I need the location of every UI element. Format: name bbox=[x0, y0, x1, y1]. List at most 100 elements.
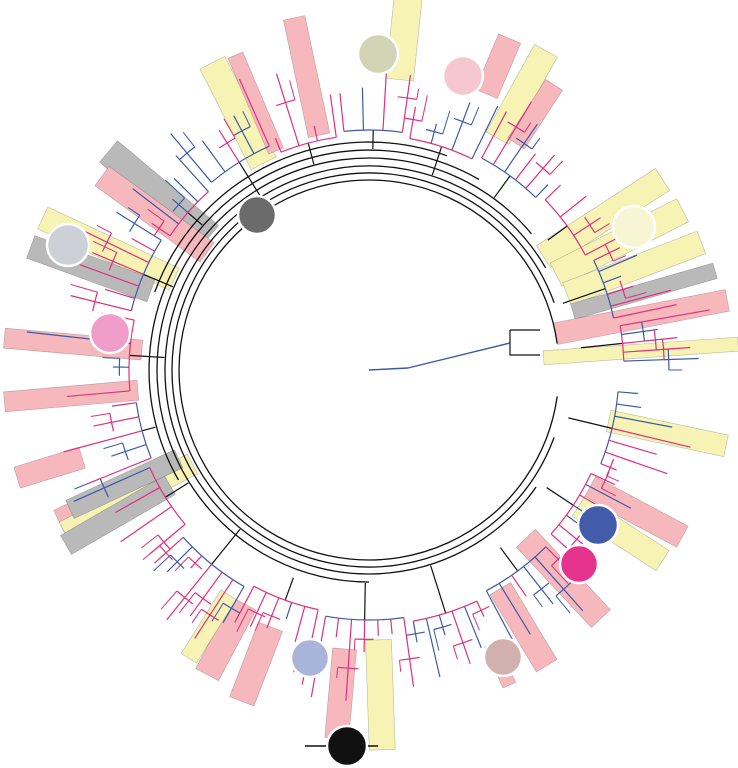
clade-arc bbox=[481, 157, 537, 198]
sub-tip bbox=[141, 534, 159, 549]
clade-stem bbox=[165, 482, 189, 498]
tip-branch bbox=[78, 227, 150, 264]
tip-branch bbox=[238, 78, 270, 147]
tree-backbone bbox=[148, 141, 558, 583]
tip-branch bbox=[111, 402, 137, 407]
clade-arc bbox=[593, 260, 615, 319]
clade-marker-taupe bbox=[482, 636, 524, 678]
clade-marker-black bbox=[325, 724, 369, 768]
clade-stem bbox=[547, 225, 568, 241]
tip-branch bbox=[266, 597, 280, 629]
root-stem bbox=[368, 367, 409, 371]
clade-stem bbox=[493, 175, 511, 199]
sub-fork bbox=[187, 556, 203, 570]
tip-branch bbox=[525, 154, 556, 189]
clade-arc bbox=[149, 467, 186, 525]
sub-fork bbox=[337, 666, 359, 670]
tip-branch bbox=[194, 579, 234, 639]
tip-branch bbox=[463, 606, 482, 648]
tip-branch bbox=[476, 600, 485, 617]
tip-branch bbox=[514, 153, 536, 181]
tip-branch bbox=[573, 217, 601, 236]
sub-fork bbox=[619, 280, 627, 299]
clade-arc bbox=[343, 129, 403, 133]
clade-highlight-band bbox=[229, 621, 283, 707]
tip-branch bbox=[166, 563, 213, 621]
sub-tip bbox=[555, 595, 571, 614]
clade-stem bbox=[568, 417, 613, 429]
sub-fork bbox=[218, 137, 236, 149]
tip-branch bbox=[233, 115, 255, 154]
tip-branch bbox=[175, 155, 209, 193]
tip-branch bbox=[585, 483, 632, 509]
clade-arc bbox=[619, 325, 625, 362]
tip-branch bbox=[66, 390, 130, 398]
clade-marker-layer bbox=[45, 32, 657, 768]
tip-branch bbox=[600, 463, 617, 471]
sub-fork bbox=[109, 413, 115, 432]
sub-fork bbox=[194, 592, 212, 605]
sub-tip bbox=[524, 122, 532, 133]
root-fork bbox=[509, 329, 540, 356]
tip-branch bbox=[622, 337, 678, 344]
tip-branch bbox=[523, 566, 554, 605]
sub-tip bbox=[601, 487, 617, 497]
sub-tip bbox=[147, 208, 165, 222]
tip-branch bbox=[610, 289, 672, 307]
sub-tip bbox=[336, 667, 339, 678]
clade-stem bbox=[143, 273, 174, 288]
sub-fork bbox=[176, 590, 194, 605]
tip-branch bbox=[616, 403, 642, 409]
clade-arc bbox=[169, 191, 209, 237]
clade-arc bbox=[600, 391, 619, 464]
tip-branch bbox=[613, 304, 677, 319]
backbone-arc bbox=[178, 179, 558, 561]
tip-branch bbox=[409, 106, 416, 139]
tip-branch bbox=[492, 101, 532, 166]
clade-highlight-band bbox=[535, 168, 671, 269]
sub-tip bbox=[625, 292, 647, 299]
sub-fork bbox=[179, 146, 196, 161]
sub-tip bbox=[606, 475, 620, 482]
clade-highlight-band bbox=[227, 51, 284, 155]
sub-tip bbox=[160, 590, 178, 610]
tip-branch bbox=[294, 606, 306, 642]
sub-tip bbox=[613, 255, 627, 262]
tip-branch bbox=[361, 87, 365, 131]
tip-branch bbox=[222, 586, 245, 624]
tip-branch bbox=[377, 619, 379, 636]
tip-branch bbox=[345, 619, 353, 701]
tip-branch bbox=[363, 619, 366, 653]
clade-highlight-band bbox=[365, 639, 396, 751]
tip-branch bbox=[603, 275, 622, 284]
sub-tip bbox=[551, 565, 569, 585]
sub-tip bbox=[533, 594, 543, 608]
tip-branch bbox=[329, 94, 337, 138]
sub-tip bbox=[472, 614, 480, 631]
sub-tip bbox=[178, 592, 196, 614]
tip-branch bbox=[335, 618, 340, 638]
sub-fork bbox=[453, 638, 473, 647]
tip-branch bbox=[623, 357, 699, 362]
clade-highlight-band bbox=[283, 15, 331, 138]
clade-arc bbox=[409, 138, 473, 160]
sub-tip bbox=[174, 556, 189, 572]
sub-tip bbox=[421, 95, 428, 122]
sub-fork bbox=[159, 545, 173, 561]
sub-fork bbox=[425, 128, 443, 135]
clade-arc bbox=[128, 319, 135, 391]
tip-branch bbox=[166, 546, 193, 573]
sub-tip bbox=[191, 608, 202, 624]
tip-branch bbox=[104, 288, 135, 299]
clade-marker-olive bbox=[356, 32, 400, 76]
sub-fork bbox=[507, 121, 525, 133]
sub-tip bbox=[594, 223, 610, 234]
clade-highlight-band bbox=[180, 589, 237, 664]
sub-tip bbox=[103, 442, 123, 450]
clade-highlight-band bbox=[13, 446, 86, 489]
tip-branch bbox=[73, 467, 150, 503]
tip-branch bbox=[535, 184, 549, 198]
tip-branch bbox=[92, 252, 144, 275]
clade-marker-light-pink bbox=[441, 54, 485, 98]
